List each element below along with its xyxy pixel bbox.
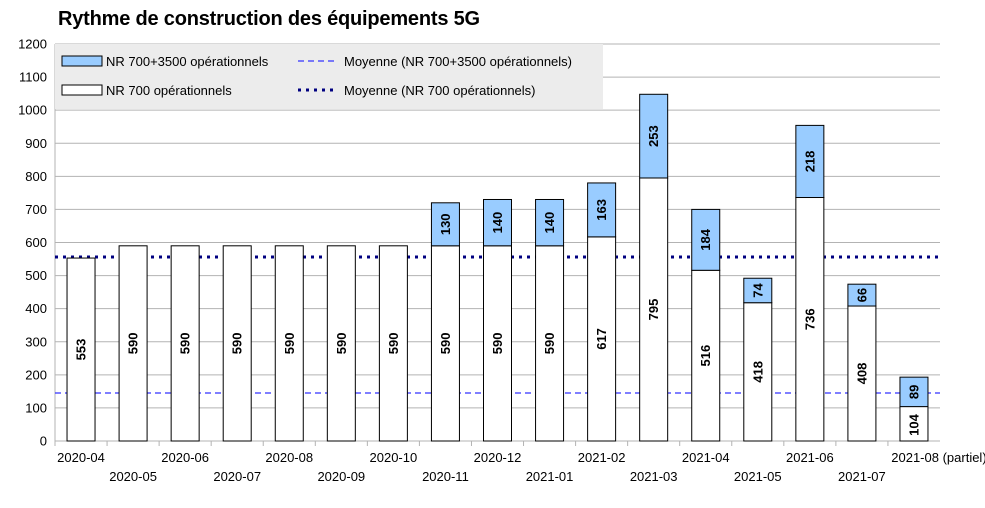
y-tick-label: 200	[25, 367, 47, 382]
bar-nr700-3500	[795, 124, 825, 199]
bar-nr700-3500	[639, 93, 669, 179]
y-tick-label: 0	[40, 434, 47, 449]
x-tick-label: 2021-07	[838, 469, 886, 484]
bar-nr700	[899, 406, 929, 442]
bar-nr700	[274, 245, 304, 442]
y-tick-label: 400	[25, 301, 47, 316]
data-label-nr700-3500: 74	[750, 282, 765, 297]
data-label-nr700: 590	[334, 333, 349, 355]
data-label-nr700-3500: 218	[802, 151, 817, 173]
y-tick-label: 500	[25, 268, 47, 283]
x-tick-label: 2020-04	[57, 450, 105, 465]
bar-nr700-3500	[535, 198, 565, 247]
data-label-nr700: 590	[490, 333, 505, 355]
x-tick-label: 2020-05	[109, 469, 157, 484]
y-tick-label: 1200	[18, 37, 47, 52]
legend-label-nr700: NR 700 opérationnels	[106, 83, 232, 98]
x-tick-label: 2020-12	[474, 450, 522, 465]
bar-nr700	[378, 245, 408, 442]
chart-title: Rythme de construction des équipements 5…	[58, 8, 480, 30]
x-tick-label: 2021-03	[630, 469, 678, 484]
legend-swatch-nr700-3500	[61, 55, 103, 67]
bar-nr700-3500	[430, 202, 460, 247]
x-tick-label: 2020-06	[161, 450, 209, 465]
y-tick-label: 600	[25, 235, 47, 250]
bar-nr700-3500	[483, 198, 512, 247]
bar-nr700	[222, 245, 252, 442]
data-label-nr700-3500: 140	[542, 212, 557, 234]
data-label-nr700: 590	[386, 333, 401, 355]
data-label-nr700: 736	[802, 308, 817, 330]
data-label-nr700: 795	[646, 299, 661, 321]
bar-nr700	[66, 257, 96, 442]
y-tick-label: 800	[25, 169, 47, 184]
y-tick-label: 1100	[19, 70, 47, 85]
legend-label-average-nr700: Moyenne (NR 700 opérationnels)	[344, 83, 536, 98]
bar-nr700	[743, 302, 773, 442]
bar-nr700	[795, 197, 825, 442]
data-label-nr700-3500: 130	[438, 213, 453, 235]
data-label-nr700: 408	[854, 363, 869, 385]
data-label-nr700: 590	[542, 333, 557, 355]
bar-nr700-3500	[587, 182, 617, 238]
data-label-nr700: 617	[594, 328, 609, 350]
x-tick-label: 2020-09	[317, 469, 365, 484]
data-label-nr700-3500: 163	[594, 199, 609, 221]
y-tick-label: 100	[25, 400, 47, 415]
data-label-nr700: 590	[438, 333, 453, 355]
bar-nr700	[691, 269, 721, 442]
x-tick-label: 2021-01	[526, 469, 574, 484]
bar-nr700-3500	[743, 277, 773, 304]
bar-nr700-3500	[899, 376, 929, 408]
x-tick-label: 2020-10	[370, 450, 418, 465]
x-tick-label: 2020-11	[422, 469, 469, 484]
data-label-nr700: 553	[74, 339, 89, 361]
bar-nr700	[587, 236, 617, 442]
data-label-nr700-3500: 140	[490, 212, 505, 234]
bar-nr700	[326, 245, 356, 442]
bar-nr700	[847, 305, 877, 442]
data-label-nr700: 418	[750, 361, 765, 383]
y-tick-label: 300	[25, 334, 47, 349]
data-label-nr700-3500: 184	[698, 228, 713, 250]
data-label-nr700: 104	[906, 413, 921, 435]
legend	[55, 44, 603, 109]
bar-nr700-3500	[691, 208, 721, 271]
data-label-nr700: 590	[282, 333, 297, 355]
bar-nr700	[483, 245, 512, 442]
legend-swatch-nr700	[61, 84, 103, 96]
bar-nr700	[535, 245, 565, 442]
bar-nr700-3500	[847, 283, 877, 307]
legend-label-nr700-3500: NR 700+3500 opérationnels	[106, 54, 269, 69]
x-tick-label: 2021-06	[786, 450, 834, 465]
x-tick-label: 2021-08 (partiel)	[891, 450, 985, 465]
data-label-nr700: 590	[178, 333, 193, 355]
x-tick-label: 2020-08	[265, 450, 313, 465]
data-label-nr700-3500: 253	[646, 125, 661, 147]
data-label-nr700-3500: 89	[906, 385, 921, 399]
x-tick-label: 2021-02	[578, 450, 626, 465]
x-tick-label: 2021-04	[682, 450, 730, 465]
y-tick-label: 1000	[18, 103, 47, 118]
x-tick-label: 2021-05	[734, 469, 782, 484]
y-tick-label: 900	[25, 136, 47, 151]
legend-label-average-nr700-3500: Moyenne (NR 700+3500 opérationnels)	[344, 54, 572, 69]
x-tick-label: 2020-07	[213, 469, 261, 484]
data-label-nr700: 516	[698, 345, 713, 367]
bar-nr700	[170, 245, 200, 442]
bar-nr700	[430, 245, 460, 442]
data-label-nr700-3500: 66	[854, 288, 869, 302]
y-tick-label: 700	[25, 202, 47, 217]
bar-nr700	[118, 245, 148, 442]
data-label-nr700: 590	[230, 333, 245, 355]
data-label-nr700: 590	[126, 333, 141, 355]
